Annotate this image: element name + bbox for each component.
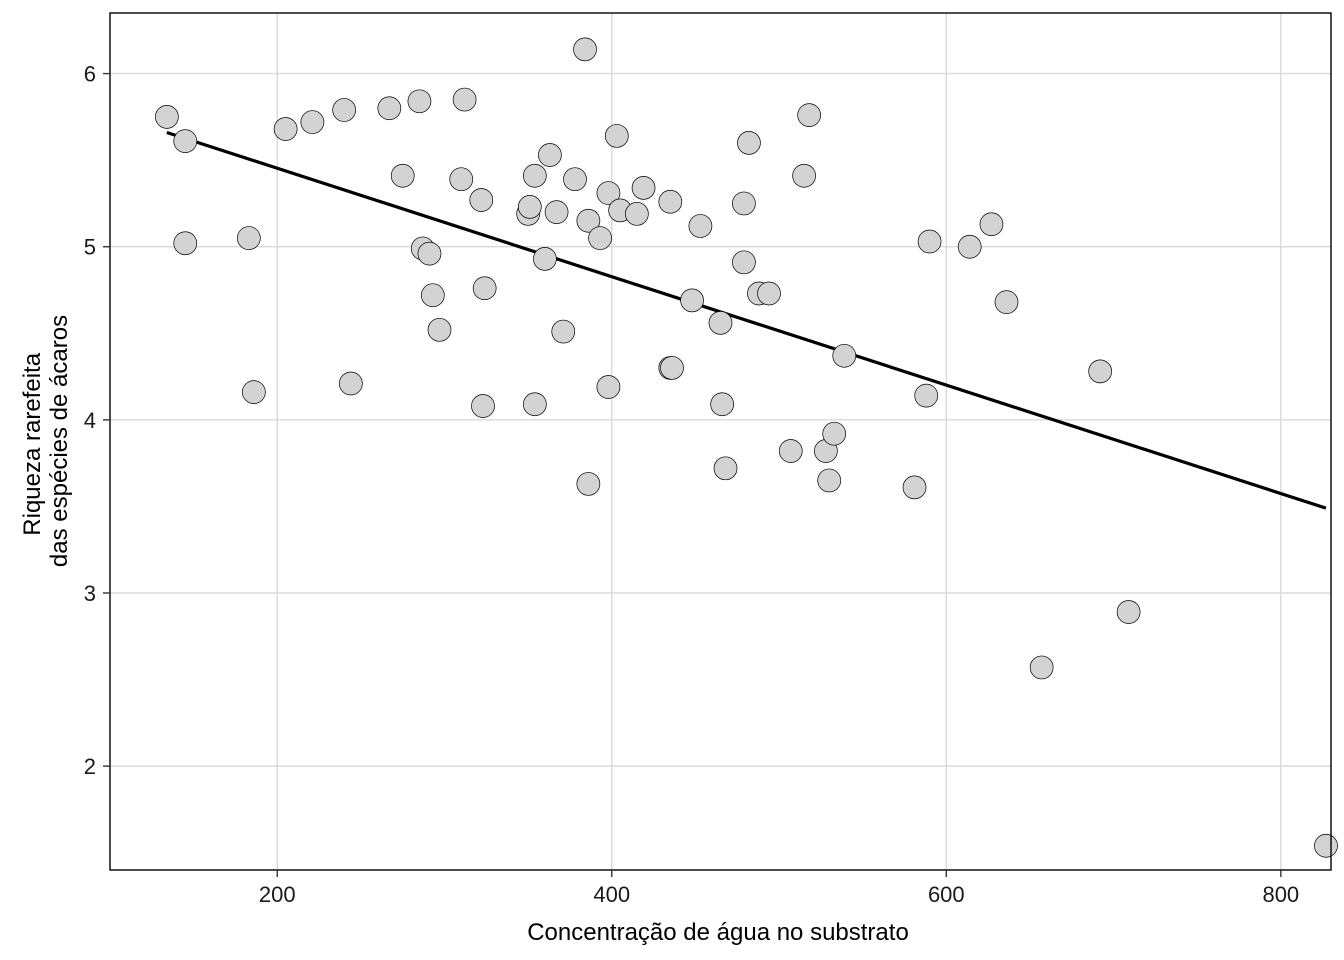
data-point [822,421,847,446]
data-point [832,343,857,368]
y-tick-label: 3 [84,581,96,606]
y-axis: 2 3 4 5 6 [84,62,110,779]
data-point [792,163,816,188]
data-point [1314,833,1338,858]
data-point [538,143,562,167]
data-point [631,176,656,200]
data-point [778,439,803,463]
y-tick-label: 4 [84,408,96,433]
trend-line [166,130,1327,510]
data-point [236,226,261,250]
trend-line-layer [166,130,1327,510]
y-tick-label: 2 [84,754,96,779]
x-tick-label: 800 [1262,882,1299,907]
data-point [732,250,756,275]
data-point [688,214,713,238]
data-point [155,105,179,129]
data-point [596,375,621,399]
y-tick-label: 6 [84,62,96,87]
data-point [596,181,621,205]
y-axis-title-line-2: das espécies de ácaros [46,315,73,567]
data-point [902,475,927,500]
data-point [708,311,733,335]
x-tick-label: 600 [928,882,965,907]
data-point [660,356,684,380]
data-point [563,167,587,192]
x-tick-label: 200 [259,882,296,907]
data-point [469,188,494,212]
data-point [817,468,842,493]
data-point [625,201,649,226]
data-point [449,167,474,192]
data-point [407,89,432,114]
data-point [917,229,942,254]
data-point [573,37,597,62]
data-point [300,110,325,134]
data-point [710,392,735,417]
data-point [273,117,298,141]
data-point [427,317,452,342]
plot-panel-border [109,12,1332,871]
grid-layer [110,13,1331,870]
data-point [1116,600,1141,624]
data-point [757,281,781,306]
data-point [173,231,198,256]
y-axis-title-line-1: Riqueza rarefeita [19,352,46,535]
x-tick-label: 400 [593,882,630,907]
data-point [420,283,445,308]
y-tick-label: 5 [84,235,96,260]
x-axis-title: Concentração de água no substrato [527,919,909,946]
data-point [576,472,601,496]
data-point [658,189,683,214]
data-point [979,212,1004,237]
data-point [737,130,761,155]
data-point [713,456,738,481]
data-point [471,394,495,418]
data-point [797,103,821,127]
data-point [1088,359,1113,384]
data-point [452,87,477,112]
data-point [241,380,266,405]
data-point [522,392,547,417]
data-point [576,208,601,233]
data-point [551,319,576,344]
data-point [377,96,402,121]
data-point [339,371,363,396]
data-point [914,383,939,408]
y-axis-title: Riqueza rarefeita das espécies de ácaros [19,315,73,567]
data-point [522,163,547,188]
points-layer [155,37,1338,858]
data-point [957,234,982,259]
data-point [544,200,569,224]
data-point [732,191,756,216]
data-point [417,241,442,266]
data-point [680,288,704,313]
x-axis: 200 400 600 800 [259,870,1299,907]
data-point [604,124,629,148]
data-point [332,98,357,122]
data-point [588,226,612,250]
data-point [173,129,198,153]
data-point [994,290,1019,314]
data-point [517,195,542,219]
data-point [390,163,415,188]
data-point [1029,655,1054,680]
data-point [472,276,497,301]
data-point [533,246,557,271]
